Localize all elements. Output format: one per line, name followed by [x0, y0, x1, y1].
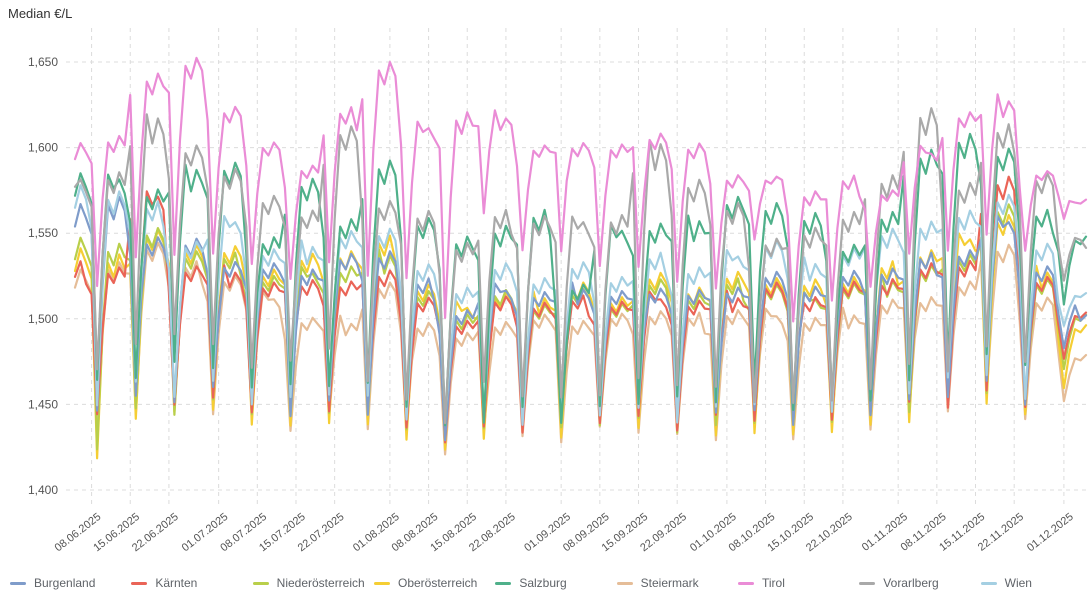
- y-tick-label: 1,450: [28, 397, 58, 411]
- legend-item-Salzburg[interactable]: Salzburg: [485, 576, 606, 590]
- legend-color-swatch: [252, 581, 269, 585]
- legend-label: Tirol: [761, 576, 785, 590]
- legend-color-swatch: [980, 581, 997, 585]
- legend-color-swatch: [495, 581, 512, 585]
- legend-label: Vorarlberg: [883, 576, 939, 590]
- chart-canvas[interactable]: 1,6501,6001,5501,5001,4501,40008.06.2025…: [0, 0, 1092, 568]
- y-tick-label: 1,650: [28, 55, 58, 69]
- legend-label: Steiermark: [640, 576, 699, 590]
- legend-item-Steiermark[interactable]: Steiermark: [607, 576, 728, 590]
- series-line-Salzburg: [73, 132, 1088, 427]
- series-line-Wien: [73, 184, 1088, 426]
- legend-color-swatch: [737, 581, 754, 585]
- x-tick-label: 01.12.2025: [1025, 511, 1076, 554]
- legend-color-swatch: [373, 581, 390, 585]
- legend-item-Kärnten[interactable]: Kärnten: [121, 576, 242, 590]
- series-line-Burgenland: [73, 195, 1088, 442]
- legend-label: Niederösterreich: [276, 576, 365, 590]
- legend-item-Niederösterreich[interactable]: Niederösterreich: [243, 576, 365, 590]
- legend-item-Burgenland[interactable]: Burgenland: [0, 576, 121, 590]
- legend-color-swatch: [131, 581, 148, 585]
- y-tick-label: 1,500: [28, 312, 58, 326]
- legend-color-swatch: [10, 581, 26, 585]
- legend-item-Oberösterreich[interactable]: Oberösterreich: [364, 576, 485, 590]
- legend-color-swatch: [616, 581, 633, 585]
- legend-label: Kärnten: [155, 576, 198, 590]
- legend-label: Salzburg: [519, 576, 567, 590]
- y-tick-label: 1,600: [28, 141, 58, 155]
- legend-label: Wien: [1004, 576, 1032, 590]
- y-tick-label: 1,400: [28, 483, 58, 497]
- chart-title: Median €/L: [8, 6, 73, 21]
- legend-item-Tirol[interactable]: Tirol: [728, 576, 849, 590]
- legend-item-Vorarlberg[interactable]: Vorarlberg: [849, 576, 970, 590]
- series-line-Oberösterreich: [73, 214, 1088, 460]
- legend-label: Oberösterreich: [397, 576, 478, 590]
- series-line-Tirol: [73, 56, 1088, 323]
- y-tick-label: 1,550: [28, 226, 58, 240]
- series-line-Kärnten: [73, 175, 1088, 444]
- legend-color-swatch: [859, 581, 876, 585]
- legend: Burgenland Kärnten Niederösterreich Oberöst…: [0, 570, 1092, 596]
- legend-label: Burgenland: [34, 576, 96, 590]
- legend-item-Wien[interactable]: Wien: [971, 576, 1092, 590]
